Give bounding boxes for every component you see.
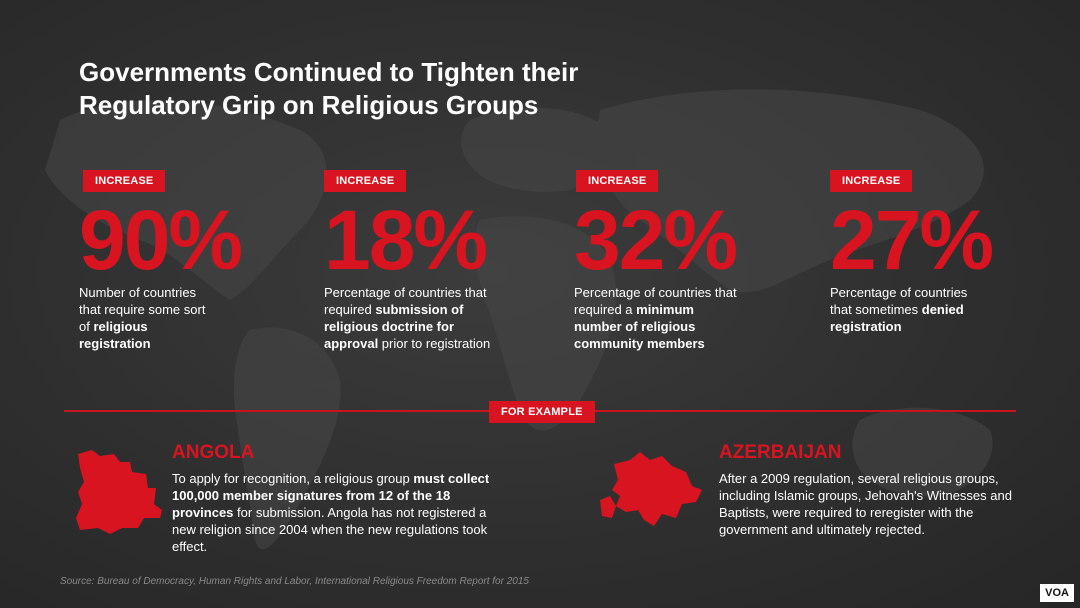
angola-map-icon bbox=[76, 450, 162, 534]
country-name: AZERBAIJAN bbox=[719, 442, 842, 463]
country-name: ANGOLA bbox=[172, 442, 255, 463]
increase-badge: INCREASE bbox=[324, 170, 407, 192]
stat-denied-registration: INCREASE 27% Percentage of countries tha… bbox=[830, 170, 1070, 335]
page-title: Governments Continued to Tighten their R… bbox=[79, 56, 719, 122]
for-example-badge: FOR EXAMPLE bbox=[489, 401, 595, 423]
increase-badge: INCREASE bbox=[83, 170, 166, 192]
stat-description-bold: submission of religious doctrine for app… bbox=[324, 302, 464, 351]
stat-registration: INCREASE 90% Number of countries that re… bbox=[79, 170, 319, 352]
stat-minimum-members: INCREASE 32% Percentage of countries tha… bbox=[574, 170, 814, 352]
example-azerbaijan: AZERBAIJAN After a 2009 regulation, seve… bbox=[719, 442, 1019, 538]
stat-description-bold: minimum number of religious community me… bbox=[574, 302, 705, 351]
country-description-bold: must collect 100,000 member signatures f… bbox=[172, 471, 490, 520]
country-description-text: After a 2009 regulation, several religio… bbox=[719, 471, 1012, 537]
stat-description-bold: denied registration bbox=[830, 302, 964, 334]
title-line-2: Regulatory Grip on Religious Groups bbox=[79, 90, 539, 120]
stat-description-text: Percentage of countries that required bbox=[324, 285, 487, 317]
stat-description: Percentage of countries that required su… bbox=[324, 284, 494, 352]
increase-badge: INCREASE bbox=[576, 170, 659, 192]
stat-value: 32% bbox=[574, 193, 738, 287]
increase-badge: INCREASE bbox=[830, 170, 913, 192]
title-line-1: Governments Continued to Tighten their bbox=[79, 57, 579, 87]
stat-value: 90% bbox=[79, 193, 243, 287]
voa-logo: VOA bbox=[1040, 584, 1074, 602]
country-description-text: To apply for recognition, a religious gr… bbox=[172, 471, 414, 486]
stat-description: Percentage of countries that sometimes d… bbox=[830, 284, 990, 335]
example-angola: ANGOLA To apply for recognition, a relig… bbox=[172, 442, 512, 555]
stat-description: Percentage of countries that required a … bbox=[574, 284, 739, 352]
country-description-tail: for submission. Angola has not registere… bbox=[172, 505, 488, 554]
stat-description: Number of countries that require some so… bbox=[79, 284, 219, 352]
stat-value: 18% bbox=[324, 193, 488, 287]
source-note: Source: Bureau of Democracy, Human Right… bbox=[60, 576, 529, 587]
azerbaijan-map-icon bbox=[600, 452, 702, 526]
country-description: To apply for recognition, a religious gr… bbox=[172, 470, 512, 555]
stat-description-text: Number of countries that require some so… bbox=[79, 285, 206, 334]
stat-description-text: Percentage of countries that required a bbox=[574, 285, 737, 317]
stat-description-tail: prior to registration bbox=[378, 336, 491, 351]
country-description: After a 2009 regulation, several religio… bbox=[719, 470, 1019, 538]
stat-doctrine-submission: INCREASE 18% Percentage of countries tha… bbox=[324, 170, 564, 352]
stat-description-text: Percentage of countries that sometimes bbox=[830, 285, 968, 317]
stat-value: 27% bbox=[830, 193, 994, 287]
stat-description-bold: religious registration bbox=[79, 319, 151, 351]
